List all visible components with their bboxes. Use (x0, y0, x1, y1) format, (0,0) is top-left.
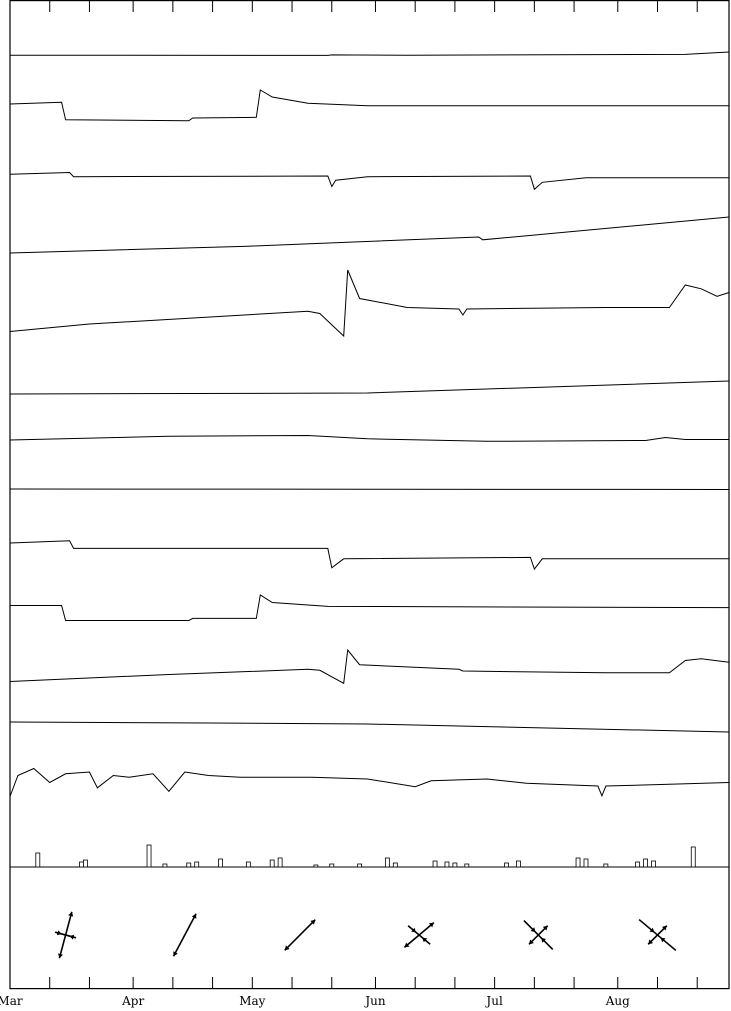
precipitation-bar-9 (270, 860, 274, 867)
strain-arrow-0-0-b (58, 953, 63, 958)
bottom-axis-ticks (10, 977, 697, 988)
precipitation-bar-1 (80, 862, 84, 867)
precipitation-bar-11 (314, 865, 318, 867)
series-9-line (10, 541, 729, 569)
precipitation-bar-12 (330, 864, 334, 867)
series-6-line (10, 381, 729, 394)
strain-glyph-5 (639, 920, 676, 951)
x-axis-labels: Mar Apr May Jun Jul Aug (0, 994, 630, 1008)
strain-glyph-0 (55, 912, 76, 958)
x-tick-label-aug: Aug (605, 994, 630, 1008)
precipitation-bar-4 (163, 864, 167, 867)
precipitation-bar-0 (36, 853, 40, 867)
series-3-line (10, 173, 729, 190)
strain-glyphs (55, 912, 676, 958)
precipitation-bar-3 (147, 845, 151, 867)
precipitation-bar-28 (691, 847, 695, 867)
precipitation-bar-27 (652, 861, 656, 867)
precipitation-bar-2 (83, 860, 87, 867)
precipitation-bar-14 (385, 858, 389, 867)
series-12-line (10, 722, 729, 732)
series-1-line (10, 52, 729, 55)
precipitation-bar-7 (219, 859, 223, 867)
precipitation-bar-8 (246, 862, 250, 867)
x-tick-label-jul: Jul (484, 994, 503, 1008)
precipitation-bar-19 (465, 864, 469, 867)
x-tick-label-jun: Jun (363, 994, 386, 1008)
series-5-line (10, 270, 729, 336)
series-4-line (10, 217, 729, 253)
precipitation-bar-23 (584, 859, 588, 867)
series-8-line (10, 489, 729, 490)
strain-axis-5-1 (639, 920, 676, 951)
top-axis-ticks (10, 1, 697, 12)
series-13-line (10, 769, 729, 797)
precipitation-bar-15 (393, 863, 397, 867)
precipitation-bar-13 (358, 864, 362, 867)
strain-axis-4-1 (524, 921, 553, 950)
strain-glyph-4 (524, 921, 553, 950)
precipitation-bar-22 (576, 858, 580, 867)
x-tick-label-apr: Apr (121, 994, 144, 1008)
strain-glyph-1 (173, 914, 196, 956)
x-tick-label-may: May (239, 994, 265, 1008)
precipitation-bar-24 (604, 864, 608, 867)
precipitation-bar-17 (445, 862, 449, 867)
series-2-line (10, 90, 729, 121)
precipitation-bar-25 (636, 862, 640, 867)
precipitation-bar-5 (187, 863, 191, 867)
strain-axis-2-0 (285, 920, 316, 951)
precipitation-bar-18 (453, 863, 457, 867)
precipitation-bar-10 (278, 858, 282, 867)
series-traces (10, 52, 729, 797)
plot-frame (10, 1, 729, 989)
strain-glyph-2 (285, 920, 316, 951)
precipitation-bars (10, 845, 729, 867)
precipitation-bar-21 (516, 861, 520, 867)
precipitation-bar-26 (644, 859, 648, 867)
strain-axis-1-0 (174, 914, 197, 956)
series-7-line (10, 436, 729, 442)
precipitation-bar-20 (505, 863, 509, 867)
series-10-line (10, 595, 729, 621)
precipitation-bar-16 (433, 861, 437, 867)
precipitation-bar-6 (195, 862, 199, 867)
series-11-line (10, 650, 729, 683)
x-tick-label-mar: Mar (0, 994, 23, 1008)
strain-glyph-3 (404, 923, 433, 948)
